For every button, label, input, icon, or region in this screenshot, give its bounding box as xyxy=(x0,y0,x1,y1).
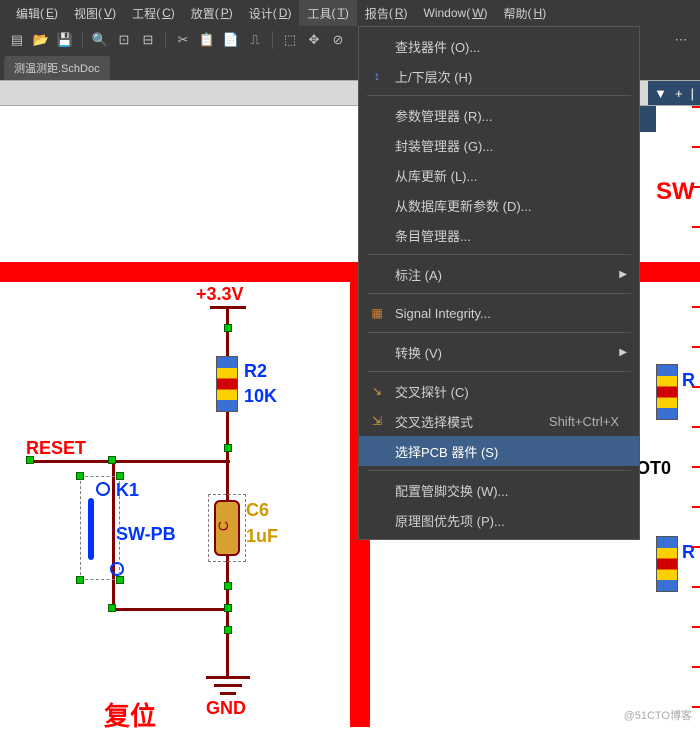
dd-cross-select[interactable]: ⇲交叉选择模式Shift+Ctrl+X xyxy=(359,406,639,436)
dd-update-from-db[interactable]: 从数据库更新参数 (D)... xyxy=(359,190,639,220)
menu-window[interactable]: Window (W) xyxy=(416,0,496,26)
menu-edit[interactable]: 编辑 (E) xyxy=(8,0,66,26)
document-tab[interactable]: 测温测距.SchDoc xyxy=(4,56,110,80)
dd-cross-probe[interactable]: ↘交叉探针 (C) xyxy=(359,376,639,406)
sel-handle[interactable] xyxy=(224,582,232,590)
dd-footprint-manager[interactable]: 封装管理器 (G)... xyxy=(359,130,639,160)
gnd-bar2 xyxy=(214,684,242,687)
gnd-bar3 xyxy=(220,692,236,695)
c6-val[interactable]: 1uF xyxy=(246,526,278,547)
tb-copy-icon[interactable]: 📋 xyxy=(196,29,218,51)
sel-handle[interactable] xyxy=(26,456,34,464)
dd-select-pcb[interactable]: 选择PCB 器件 (S) xyxy=(359,436,639,466)
tb-zoomfit-icon[interactable]: ⊡ xyxy=(113,29,135,51)
submenu-arrow-icon: ▶ xyxy=(619,269,627,280)
dd-pin-swap[interactable]: 配置管脚交换 (W)... xyxy=(359,475,639,505)
selection-box xyxy=(208,494,246,562)
resistor-r2[interactable] xyxy=(216,356,238,412)
watermark: @51CTO博客 xyxy=(624,707,692,723)
menu-place[interactable]: 放置 (P) xyxy=(183,0,241,26)
add-icon[interactable]: + xyxy=(675,86,683,101)
ot0-label[interactable]: OT0 xyxy=(636,458,671,479)
submenu-arrow-icon: ▶ xyxy=(619,347,627,358)
sel-handle[interactable] xyxy=(224,626,232,634)
sel-handle[interactable] xyxy=(224,324,232,332)
r2-val[interactable]: 10K xyxy=(244,386,277,407)
gnd-bar1 xyxy=(206,676,250,679)
filter-icon[interactable]: ▼ xyxy=(654,86,667,101)
dd-preferences[interactable]: 原理图优先项 (P)... xyxy=(359,505,639,535)
sel-handle[interactable] xyxy=(108,604,116,612)
net-label-3v3[interactable]: +3.3V xyxy=(196,284,244,305)
divider-icon: | xyxy=(691,86,694,101)
sel-handle[interactable] xyxy=(76,576,84,584)
tb-open-icon[interactable]: 📂 xyxy=(30,29,52,51)
dd-item-manager[interactable]: 条目管理器... xyxy=(359,220,639,250)
probe-icon: ↘ xyxy=(369,383,385,399)
tools-dropdown: 查找器件 (O)... ↕上/下层次 (H) 参数管理器 (R)... 封装管理… xyxy=(358,26,640,540)
selection-box xyxy=(80,476,120,580)
menu-project[interactable]: 工程 (C) xyxy=(124,0,183,26)
tb-paste-icon[interactable]: 📄 xyxy=(220,29,242,51)
wire-h2 xyxy=(112,608,230,611)
dd-convert[interactable]: 转换 (V)▶ xyxy=(359,337,639,367)
menu-reports[interactable]: 报告 (R) xyxy=(357,0,416,26)
resistor-right1[interactable] xyxy=(656,364,678,420)
ruler-right xyxy=(692,106,700,727)
sel-handle[interactable] xyxy=(116,576,124,584)
tb-select-icon[interactable]: ⬚ xyxy=(279,29,301,51)
dd-signal-integrity[interactable]: ▦Signal Integrity... xyxy=(359,298,639,328)
sel-handle[interactable] xyxy=(116,472,124,480)
tb-move-icon[interactable]: ✥ xyxy=(303,29,325,51)
net-label-reset[interactable]: RESET xyxy=(26,438,86,459)
tb-more-icon[interactable]: ⋯ xyxy=(670,29,692,51)
tb-zoom-icon[interactable]: 🔍 xyxy=(89,29,111,51)
r2-ref[interactable]: R2 xyxy=(244,361,267,382)
sw-label[interactable]: SW xyxy=(656,178,695,206)
filterbar-controls: ▼ + | xyxy=(648,81,700,105)
wire-h1 xyxy=(30,460,230,463)
tb-rubber-icon[interactable]: ⎍ xyxy=(244,29,266,51)
hierarchy-icon: ↕ xyxy=(369,68,385,84)
si-icon: ▦ xyxy=(369,305,385,321)
sel-handle[interactable] xyxy=(108,456,116,464)
dd-hierarchy[interactable]: ↕上/下层次 (H) xyxy=(359,61,639,91)
tb-cut-icon[interactable]: ✂ xyxy=(172,29,194,51)
menu-tools[interactable]: 工具 (T) xyxy=(299,0,356,26)
menu-help[interactable]: 帮助 (H) xyxy=(496,0,555,26)
swpb-label[interactable]: SW-PB xyxy=(116,524,176,545)
wire-v4 xyxy=(226,448,229,678)
sel-handle[interactable] xyxy=(224,444,232,452)
net-label-gnd[interactable]: GND xyxy=(206,698,246,719)
resistor-right2[interactable] xyxy=(656,536,678,592)
tb-deselect-icon[interactable]: ⊘ xyxy=(327,29,349,51)
dd-annotate[interactable]: 标注 (A)▶ xyxy=(359,259,639,289)
tb-zoomout-icon[interactable]: ⊟ xyxy=(137,29,159,51)
wire-v2 xyxy=(226,412,229,448)
dd-update-from-lib[interactable]: 从库更新 (L)... xyxy=(359,160,639,190)
cross-select-icon: ⇲ xyxy=(369,413,385,429)
dd-param-manager[interactable]: 参数管理器 (R)... xyxy=(359,100,639,130)
menubar: 编辑 (E) 视图 (V) 工程 (C) 放置 (P) 设计 (D) 工具 (T… xyxy=(0,0,700,26)
menu-view[interactable]: 视图 (V) xyxy=(66,0,124,26)
c6-ref[interactable]: C6 xyxy=(246,500,269,521)
dd-find-component[interactable]: 查找器件 (O)... xyxy=(359,31,639,61)
section-title[interactable]: 复位 xyxy=(104,696,156,733)
sel-handle[interactable] xyxy=(76,472,84,480)
sel-handle[interactable] xyxy=(224,604,232,612)
tb-new-icon[interactable]: ▤ xyxy=(6,29,28,51)
menu-design[interactable]: 设计 (D) xyxy=(241,0,300,26)
tb-save-icon[interactable]: 💾 xyxy=(54,29,76,51)
